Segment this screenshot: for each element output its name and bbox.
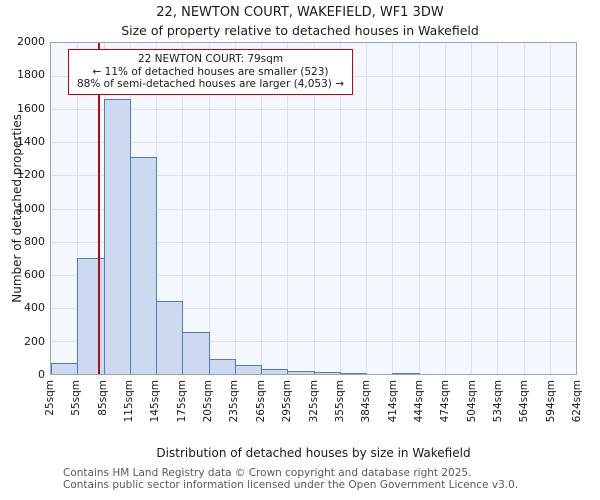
- annotation-line-1: 22 NEWTON COURT: 79sqm: [137, 53, 284, 65]
- y-tick-label: 1200: [17, 168, 45, 182]
- x-tick-label: 414sqm: [386, 380, 399, 423]
- x-tick-label: 85sqm: [96, 380, 109, 416]
- y-tick-label: 200: [24, 334, 45, 348]
- x-tick-label: 504sqm: [465, 380, 478, 423]
- grid-line-v: [497, 43, 499, 374]
- x-tick-label: 325sqm: [307, 380, 320, 423]
- x-tick-label: 115sqm: [123, 380, 136, 423]
- x-tick-label: 145sqm: [149, 380, 162, 423]
- annotation-line-3: 88% of semi-detached houses are larger (…: [77, 78, 345, 90]
- y-tick-label: 1600: [17, 101, 45, 115]
- x-tick-label: 564sqm: [518, 380, 531, 423]
- x-tick-label: 175sqm: [175, 380, 188, 423]
- grid-line-v: [339, 43, 341, 374]
- bar: [313, 372, 341, 374]
- x-tick-label: 25sqm: [44, 380, 56, 416]
- grid-line-v: [392, 43, 394, 374]
- x-tick-label: 205sqm: [202, 380, 215, 423]
- x-tick-label: 474sqm: [439, 380, 452, 423]
- bar: [208, 359, 236, 374]
- annotation-box: 22 NEWTON COURT: 79sqm ← 11% of detached…: [68, 49, 354, 95]
- y-tick-label: 0: [38, 368, 45, 381]
- bar: [339, 372, 367, 374]
- footer-line-1: Contains HM Land Registry data © Crown c…: [63, 467, 472, 479]
- grid-line-v: [261, 43, 262, 374]
- y-tick-label: 1800: [17, 68, 45, 82]
- bar: [51, 363, 79, 374]
- x-tick-label: 235sqm: [228, 380, 241, 423]
- grid-line-v: [287, 43, 289, 374]
- property-marker-line: [98, 43, 100, 374]
- x-tick-label: 55sqm: [70, 380, 83, 416]
- bar: [77, 258, 105, 374]
- x-tick-label: 534sqm: [491, 380, 504, 423]
- grid-line-v: [444, 43, 446, 374]
- grid-line-v: [366, 43, 367, 374]
- grid-line-v: [549, 43, 551, 374]
- x-axis-title: Distribution of detached houses by size …: [156, 446, 471, 460]
- bar: [261, 369, 289, 374]
- grid-line-v: [77, 43, 79, 374]
- y-tick-label: 600: [24, 268, 45, 282]
- x-tick-label: 355sqm: [333, 380, 346, 423]
- x-tick-label: 444sqm: [412, 380, 425, 423]
- y-tick-label: 1000: [17, 201, 45, 215]
- bar: [234, 364, 262, 374]
- x-tick-label: 295sqm: [281, 380, 294, 423]
- x-axis-ticks: 25sqm 55sqm 85sqm 115sqm 145sqm 175sqm 205sqm 2…: [44, 380, 583, 440]
- bar: [287, 370, 315, 374]
- y-tick-label: 2000: [17, 35, 45, 48]
- x-tick-label: 265sqm: [254, 380, 267, 423]
- annotation-line-2: ← 11% of detached houses are smaller (52…: [92, 65, 329, 78]
- bar: [182, 331, 210, 374]
- y-tick-label: 400: [24, 301, 45, 315]
- bars: [51, 43, 576, 374]
- footer: Contains HM Land Registry data © Crown c…: [63, 467, 518, 491]
- chart-title: 22, NEWTON COURT, WAKEFIELD, WF1 3DW: [156, 5, 444, 20]
- chart-subtitle: Size of property relative to detached ho…: [121, 23, 479, 38]
- grid-line-v: [523, 43, 525, 374]
- y-axis-ticks: 0 200 400 600 800 1000 1200 1400 1600 1800 2000: [0, 35, 45, 381]
- grid-line-v: [471, 43, 472, 374]
- bar: [103, 99, 131, 374]
- bar: [156, 301, 184, 374]
- y-tick-label: 800: [24, 234, 45, 248]
- grid-line-v: [182, 43, 184, 374]
- grid-line-v: [418, 43, 420, 374]
- grid-lines: [51, 43, 576, 374]
- y-tick-label: 1400: [17, 134, 45, 148]
- grid-line-v: [208, 43, 210, 374]
- bar: [392, 372, 420, 374]
- grid-line-v: [313, 43, 315, 374]
- x-tick-label: 594sqm: [544, 380, 557, 423]
- x-tick-label: 384sqm: [360, 380, 373, 423]
- footer-line-2: Contains public sector information licen…: [63, 479, 519, 491]
- plot-area: [50, 42, 577, 375]
- x-tick-label: 624sqm: [571, 380, 583, 423]
- grid-line-v: [234, 43, 236, 374]
- bar: [129, 157, 157, 374]
